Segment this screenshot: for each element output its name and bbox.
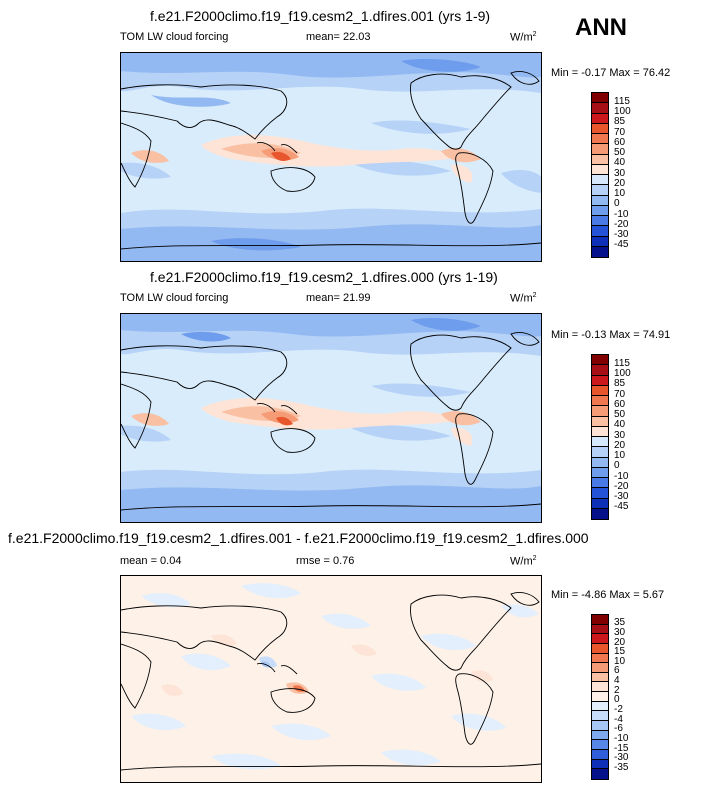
- colorbar-tick: -45: [614, 501, 629, 512]
- colorbar-tick: -35: [614, 762, 629, 773]
- colorbar-tick: 85: [614, 116, 626, 127]
- panel2-mean: mean= 21.99: [306, 292, 371, 304]
- colorbar-tick: 0: [614, 460, 620, 471]
- colorbar-tick: -10: [614, 209, 629, 220]
- colorbar-tick: 30: [614, 168, 626, 179]
- colorbar-tick: 10: [614, 450, 626, 461]
- panel3-colorbar: [591, 614, 609, 780]
- colorbar-tick: 20: [614, 178, 626, 189]
- colorbar-tick: 50: [614, 147, 626, 158]
- panel1-units: W/m2: [510, 31, 537, 44]
- colorbar-tick: 4: [614, 675, 620, 686]
- panel1-map: [120, 52, 542, 262]
- colorbar-tick: 100: [614, 106, 631, 117]
- colorbar-tick: 0: [614, 198, 620, 209]
- colorbar-tick: 70: [614, 127, 626, 138]
- colorbar-tick: 60: [614, 399, 626, 410]
- panel2-minmax: Min = -0.13 Max = 74.91: [551, 329, 671, 341]
- panel2-variable-label: TOM LW cloud forcing: [120, 292, 229, 304]
- colorbar-tick: -4: [614, 714, 623, 725]
- colorbar-tick: 40: [614, 419, 626, 430]
- colorbar-tick: 30: [614, 430, 626, 441]
- colorbar-tick: 40: [614, 157, 626, 168]
- colorbar-tick: 20: [614, 637, 626, 648]
- panel2-title: f.e21.F2000climo.f19_f19.cesm2_1.dfires.…: [150, 269, 498, 285]
- colorbar-tick: -15: [614, 743, 629, 754]
- colorbar-tick: 0: [614, 694, 620, 705]
- colorbar-tick: 20: [614, 440, 626, 451]
- panel3-mean: mean = 0.04: [120, 555, 182, 567]
- panel3-title: f.e21.F2000climo.f19_f19.cesm2_1.dfires.…: [8, 530, 589, 546]
- colorbar-tick: 115: [614, 358, 630, 369]
- colorbar-tick: -30: [614, 491, 629, 502]
- colorbar-tick: -20: [614, 481, 629, 492]
- panel3-map: [120, 575, 542, 783]
- panel2-map: [120, 313, 542, 523]
- colorbar-tick: -20: [614, 219, 629, 230]
- colorbar-tick: -45: [614, 239, 629, 250]
- panel3-rmse: rmse = 0.76: [296, 555, 355, 567]
- colorbar-tick: 30: [614, 627, 626, 638]
- panel3-minmax: Min = -4.86 Max = 5.67: [551, 589, 665, 601]
- colorbar-tick: -10: [614, 733, 629, 744]
- panel1-variable-label: TOM LW cloud forcing: [120, 31, 229, 43]
- panel3-units: W/m2: [510, 555, 537, 568]
- colorbar-tick: 10: [614, 656, 626, 667]
- panel1-mean: mean= 22.03: [306, 31, 371, 43]
- colorbar-tick: 15: [614, 646, 626, 657]
- colorbar-tick: 115: [614, 96, 630, 107]
- colorbar-tick: -30: [614, 229, 629, 240]
- colorbar-tick: -2: [614, 704, 623, 715]
- panel2-colorbar: [591, 354, 609, 520]
- panel1-title: f.e21.F2000climo.f19_f19.cesm2_1.dfires.…: [150, 8, 491, 24]
- panel1-colorbar: [591, 92, 609, 258]
- colorbar-tick: 35: [614, 617, 626, 628]
- colorbar-tick: 2: [614, 685, 620, 696]
- colorbar-tick: 50: [614, 409, 626, 420]
- colorbar-tick: 60: [614, 137, 626, 148]
- colorbar-tick: -6: [614, 723, 623, 734]
- colorbar-tick: 6: [614, 665, 620, 676]
- panel1-minmax: Min = -0.17 Max = 76.42: [551, 67, 671, 79]
- colorbar-tick: 10: [614, 188, 626, 199]
- colorbar-tick: 70: [614, 389, 626, 400]
- colorbar-tick: -30: [614, 752, 629, 763]
- season-label: ANN: [575, 14, 627, 41]
- colorbar-tick: 100: [614, 368, 631, 379]
- colorbar-tick: 85: [614, 378, 626, 389]
- panel2-units: W/m2: [510, 292, 537, 305]
- colorbar-tick: -10: [614, 471, 629, 482]
